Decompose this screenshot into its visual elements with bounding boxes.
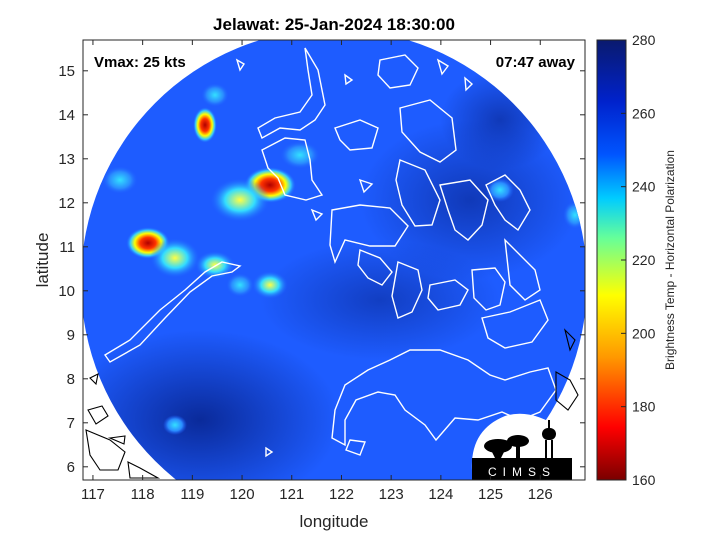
y-tick-label: 10	[58, 283, 75, 300]
coastlines-outside-swath	[85, 328, 579, 479]
x-tick-label: 125	[478, 486, 503, 503]
x-tick-label: 118	[131, 486, 155, 503]
y-tick-label: 14	[58, 107, 75, 124]
colorbar-tick-label: 240	[632, 179, 656, 195]
colorbar-tick-label: 160	[632, 472, 656, 488]
y-tick-label: 6	[67, 459, 75, 476]
coastlines	[103, 47, 557, 458]
cold-cloud-core	[193, 107, 217, 143]
y-tick-label: 8	[67, 371, 75, 388]
x-tick-label: 120	[230, 486, 255, 503]
x-axis: 117 118 119 120 121 122 123 124 125 126	[81, 40, 553, 503]
y-axis: 6 7 8 9 10 11 12 13 14 15	[58, 63, 585, 476]
y-axis-label: latitude	[33, 233, 52, 288]
y-tick-label: 13	[58, 151, 75, 168]
x-axis-label: longitude	[299, 512, 368, 531]
colorbar-tick-label: 180	[632, 399, 656, 415]
x-tick-label: 122	[329, 486, 354, 503]
x-tick-label: 121	[279, 486, 304, 503]
brightness-temp-swath	[83, 40, 585, 480]
colorbar-tick-label: 280	[632, 32, 656, 48]
colorbar-tick-label: 200	[632, 325, 656, 341]
logo-text: CIMSS	[488, 465, 556, 479]
cimss-logo: CIMSS	[471, 413, 572, 480]
x-tick-label: 124	[428, 486, 453, 503]
colorbar-tick-label: 260	[632, 105, 656, 121]
colorbar-ticks: 160 180 200 220 240 260 280	[621, 32, 656, 488]
y-tick-label: 12	[58, 195, 75, 212]
x-tick-label: 117	[81, 486, 105, 503]
y-tick-label: 9	[67, 327, 75, 344]
chart-title: Jelawat: 25-Jan-2024 18:30:00	[213, 15, 455, 34]
colorbar-label: Brightness Temp - Horizontal Polarizatio…	[663, 150, 677, 370]
vmax-label: Vmax: 25 kts	[94, 54, 186, 71]
x-tick-label: 123	[379, 486, 404, 503]
y-tick-label: 11	[59, 239, 75, 256]
x-tick-label: 119	[180, 486, 204, 503]
time-away-label: 07:47 away	[496, 54, 576, 71]
y-tick-label: 7	[67, 415, 75, 432]
colorbar-tick-label: 220	[632, 252, 656, 268]
x-tick-label: 126	[528, 486, 553, 503]
y-tick-label: 15	[58, 63, 75, 80]
